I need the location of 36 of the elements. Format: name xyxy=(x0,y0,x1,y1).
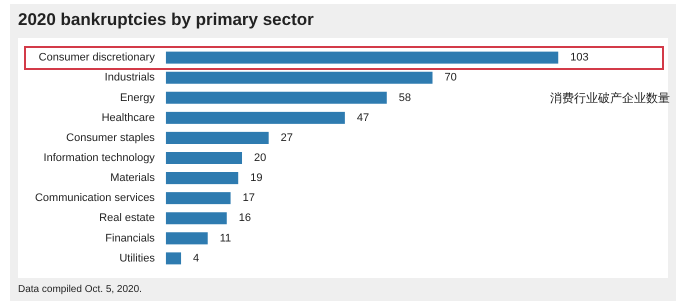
y-tick-label: Healthcare xyxy=(102,112,155,124)
y-tick-label: Consumer staples xyxy=(66,132,156,144)
bar xyxy=(166,232,208,244)
data-label: 70 xyxy=(444,72,457,84)
bar xyxy=(166,212,227,224)
data-label: 103 xyxy=(570,52,589,64)
y-tick-label: Energy xyxy=(120,92,156,104)
y-tick-label: Information technology xyxy=(44,152,156,164)
bar xyxy=(166,112,345,124)
data-label: 16 xyxy=(238,212,252,224)
bar xyxy=(166,252,182,264)
data-label: 4 xyxy=(193,252,200,264)
y-tick-label: Communication services xyxy=(34,192,156,204)
bar xyxy=(166,72,433,84)
y-tick-label: Materials xyxy=(110,172,156,184)
y-tick-label: Consumer discretionary xyxy=(38,52,156,64)
data-label: 11 xyxy=(220,232,232,244)
bar xyxy=(166,192,231,204)
data-label: 27 xyxy=(280,132,293,144)
data-label: 20 xyxy=(254,152,266,164)
data-label: 19 xyxy=(250,172,262,184)
y-tick-label: Industrials xyxy=(104,72,156,84)
annotation: 消费行业破产企业数量 xyxy=(550,90,670,107)
bar xyxy=(166,132,269,144)
text: Data compiled Oct. 5, 2020. xyxy=(18,284,142,295)
bar xyxy=(166,172,238,184)
bar xyxy=(166,92,387,104)
data-label: 17 xyxy=(242,192,255,204)
chart-title: 2020 bankruptcies by primary sector xyxy=(18,10,314,30)
bar xyxy=(166,52,558,64)
y-tick-label: Financials xyxy=(105,232,156,244)
y-tick-label: Real estate xyxy=(99,212,155,224)
bar xyxy=(166,152,242,164)
data-label: 58 xyxy=(398,92,412,104)
data-label: 47 xyxy=(356,112,370,124)
y-tick-label: Utilities xyxy=(119,252,156,264)
